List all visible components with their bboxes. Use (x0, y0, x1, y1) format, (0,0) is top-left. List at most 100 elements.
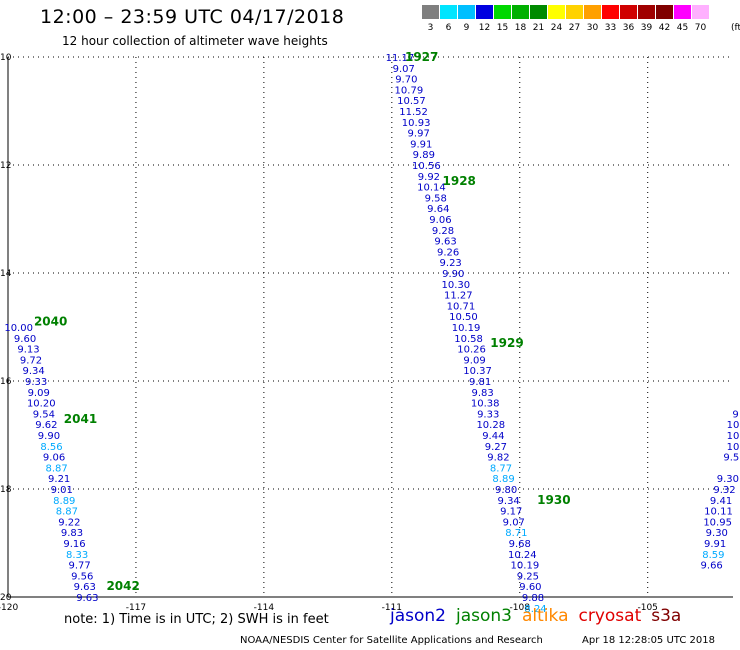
wave-height-value: 9.32 (713, 485, 735, 496)
wave-height-value: 9.90 (442, 269, 464, 280)
pass-time-label: 1928 (443, 174, 476, 188)
wave-height-value: 9.30 (706, 528, 728, 539)
wave-height-value: 11.17 (386, 53, 415, 64)
wave-height-value: 9.82 (487, 453, 509, 464)
color-scale-swatch (620, 5, 637, 19)
color-scale-label: 15 (496, 23, 509, 33)
wave-height-value: 8.87 (45, 463, 67, 474)
legend-satellite-jason2: jason2 (390, 606, 446, 626)
wave-height-value: 10.14 (417, 183, 446, 194)
wave-height-value: 9.63 (76, 593, 98, 604)
pass-time-label: 2040 (34, 315, 67, 329)
wave-height-value: 10.19 (511, 561, 540, 572)
footer-credit: NOAA/NESDIS Center for Satellite Applica… (240, 635, 543, 646)
wave-height-value: 9.91 (704, 539, 726, 550)
wave-height-value: 9.27 (485, 442, 507, 453)
color-scale-unit: (ft) (731, 23, 740, 33)
color-scale-label: 3 (427, 23, 434, 33)
longitude-tick-label: -117 (126, 603, 146, 613)
wave-height-value: 10 (727, 431, 740, 442)
wave-height-value: 10.37 (463, 366, 492, 377)
longitude-tick-label: -120 (0, 603, 18, 613)
wave-height-value: 10.58 (454, 334, 483, 345)
legend-satellite-s3a: s3a (651, 606, 682, 626)
wave-height-value: 10.93 (402, 118, 431, 129)
wave-height-value: 9.17 (500, 507, 522, 518)
wave-height-value: 10.79 (395, 85, 424, 96)
wave-height-value: 9.72 (20, 355, 42, 366)
wave-height-value: 9.44 (482, 431, 504, 442)
color-scale-swatch (692, 5, 709, 19)
color-scale-swatch (566, 5, 583, 19)
wave-height-value: 11.27 (444, 291, 473, 302)
color-scale-label: 30 (586, 23, 599, 33)
wave-height-value: 9.88 (522, 593, 544, 604)
color-scale-label: 45 (676, 23, 689, 33)
legend-satellite-jason3: jason3 (456, 606, 512, 626)
wave-height-value: 9.25 (517, 571, 539, 582)
color-scale-swatch (602, 5, 619, 19)
wave-height-value: 10.11 (704, 507, 733, 518)
wave-height-value: 9.23 (440, 258, 462, 269)
wave-height-value: 10.00 (4, 323, 33, 334)
wave-height-value: 8.87 (56, 507, 78, 518)
color-scale-label: 27 (568, 23, 581, 33)
wave-height-value: 9.80 (495, 485, 517, 496)
wave-height-value: 8.33 (66, 550, 88, 561)
wave-height-value: 11.52 (399, 107, 428, 118)
wave-height-value: 9.81 (469, 377, 491, 388)
color-scale-label: 21 (532, 23, 545, 33)
wave-height-value: 9.68 (509, 539, 531, 550)
wave-height-value: 9.41 (710, 496, 732, 507)
wave-height-value: 10.50 (449, 312, 478, 323)
wave-height-value: 10 (727, 442, 740, 453)
longitude-tick-label: -114 (254, 603, 275, 613)
wave-height-value: 9.60 (14, 334, 36, 345)
color-scale-swatch (584, 5, 601, 19)
wave-height-value: 9.33 (25, 377, 47, 388)
wave-height-value: 8.77 (490, 463, 512, 474)
wave-height-value: 10.30 (441, 280, 470, 291)
wave-height-value: 9.09 (463, 355, 485, 366)
wave-height-value: 8.24 (524, 604, 546, 615)
wave-height-value: 9.70 (395, 75, 417, 86)
latitude-tick-label: 10 (0, 53, 12, 63)
note-text: note: 1) Time is in UTC; 2) SWH is in fe… (64, 612, 329, 627)
map-title: 12:00 – 23:59 UTC 04/17/2018 (40, 6, 345, 28)
color-scale-label: 36 (622, 23, 635, 33)
longitude-tick-label: -108 (510, 603, 531, 613)
wave-height-value: 10.71 (447, 301, 476, 312)
wave-height-value: 9.90 (38, 431, 60, 442)
wave-height-value: 9.34 (22, 366, 44, 377)
color-scale-swatch (458, 5, 475, 19)
wave-height-value: 9.26 (437, 247, 459, 258)
wave-height-value: 10.20 (27, 399, 56, 410)
wave-height-value: 9.91 (410, 139, 432, 150)
pass-time-label: 1930 (537, 493, 570, 507)
satellite-legend: jason2 jason3 altika cryosat s3a (390, 606, 691, 626)
color-scale-label: 18 (514, 23, 527, 33)
wave-height-value: 9.64 (427, 204, 449, 215)
wave-height-value: 9.92 (418, 172, 440, 183)
wave-height-value: 9.56 (71, 571, 93, 582)
wave-height-value: 9.28 (432, 226, 454, 237)
wave-height-value: 9.07 (393, 64, 415, 75)
wave-height-value: 8.71 (505, 528, 527, 539)
wave-height-value: 9.62 (35, 420, 57, 431)
wave-height-value: 10.26 (457, 345, 486, 356)
latitude-tick-label: 14 (0, 269, 12, 279)
longitude-tick-label: -105 (637, 603, 657, 613)
wave-height-value: 10.38 (471, 399, 500, 410)
wave-height-value: 9.21 (48, 474, 70, 485)
latitude-tick-label: 20 (0, 593, 12, 603)
color-scale-swatch (476, 5, 493, 19)
wave-height-value: 9.83 (61, 528, 83, 539)
wave-height-value: 10.56 (412, 161, 441, 172)
color-scale-swatch (656, 5, 673, 19)
wave-height-value: 10.19 (452, 323, 481, 334)
color-scale-label: 24 (550, 23, 563, 33)
wave-height-value: 9.07 (503, 517, 525, 528)
wave-height-value: 9.06 (429, 215, 451, 226)
color-scale-swatch (440, 5, 457, 19)
pass-time-label: 1929 (490, 336, 523, 350)
